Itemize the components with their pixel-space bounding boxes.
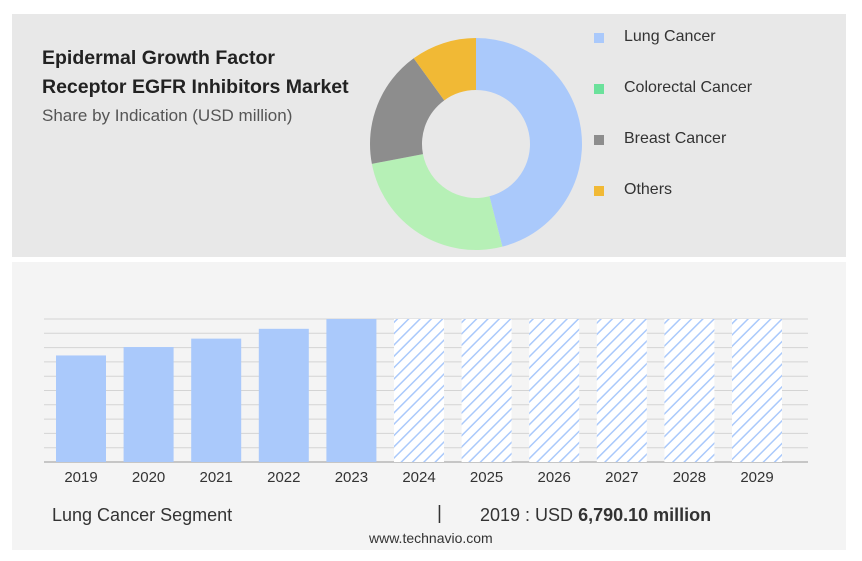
x-tick-label-2027: 2027 [605,469,638,486]
x-tick-label-2020: 2020 [132,469,165,486]
legend-swatch-lung-cancer [594,33,604,43]
bar-chart: 2019 2020 2021 2022 2023 2024 2025 2026 2027 2028… [44,318,808,486]
segment-value: 2019 : USD 6,790.10 million [480,505,711,526]
bar-2019 [56,355,106,462]
chart-title: Epidermal Growth Factor Receptor EGFR In… [42,44,349,102]
bar-2028 [664,319,715,462]
legend-swatch-colorectal-cancer [594,84,604,94]
x-tick-label-2026: 2026 [538,469,571,486]
donut-chart [370,38,582,250]
donut-slice-breast-cancer [370,58,445,164]
legend-swatch-breast-cancer [594,135,604,145]
title-line-1: Epidermal Growth Factor [42,47,275,69]
source-url: www.technavio.com [369,530,493,546]
x-tick-label-2028: 2028 [673,469,706,486]
segment-label: Lung Cancer Segment [52,505,233,525]
bar-2022 [258,328,309,462]
footer-separator: | [437,503,442,524]
title-line-2: Receptor EGFR Inhibitors Market [42,76,349,98]
bar-2024 [394,319,444,462]
bar-2021 [191,338,242,462]
chart-subtitle: Share by Indication (USD million) [42,106,293,125]
legend-label-colorectal-cancer: Colorectal Cancer [624,79,753,96]
x-tick-label-2021: 2021 [200,469,233,486]
bar-2029 [732,319,782,462]
donut-slice-colorectal-cancer [371,154,503,250]
segment-amount: 6,790.10 million [578,505,712,525]
x-tick-label-2024: 2024 [402,469,435,486]
x-tick-label-2025: 2025 [470,469,503,486]
legend-swatch-others [594,186,604,196]
x-tick-label-2029: 2029 [740,469,773,486]
bar-2023 [326,319,377,462]
x-tick-label-2022: 2022 [267,469,300,486]
segment-year: 2019 : USD [480,505,574,525]
bar-2025 [461,319,512,462]
x-tick-label-2023: 2023 [335,469,368,486]
bar-2027 [596,319,647,462]
donut-slice-lung-cancer [476,38,582,247]
legend-label-lung-cancer: Lung Cancer [624,28,716,45]
donut-slice-others [413,38,476,101]
bar-2020 [123,347,174,462]
bar-2026 [529,319,580,462]
legend-label-others: Others [624,181,673,198]
x-tick-label-2019: 2019 [64,469,97,486]
legend-label-breast-cancer: Breast Cancer [624,130,727,147]
